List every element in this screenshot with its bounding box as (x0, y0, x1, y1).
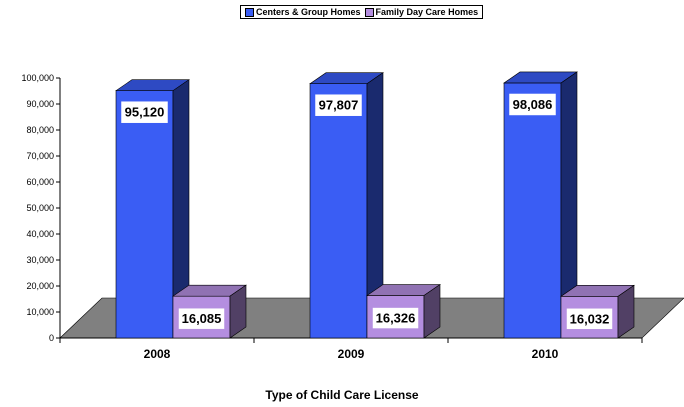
y-tick-label: 100,000 (21, 73, 54, 83)
svg-text:16,326: 16,326 (376, 311, 416, 326)
x-tick-label: 2008 (144, 347, 171, 361)
data-label-centers-2008: 95,120 (121, 101, 168, 123)
svg-text:98,086: 98,086 (513, 97, 553, 112)
legend-item-centers: Centers & Group Homes (245, 7, 361, 17)
bar-centers-2008 (115, 79, 190, 339)
y-axis: 0 10,000 20,000 30,000 40,000 50,000 60,000 70,… (21, 73, 60, 343)
y-tick-label: 90,000 (26, 99, 54, 109)
data-label-centers-2009: 97,807 (315, 94, 362, 116)
data-label-family-2009: 16,326 (372, 307, 419, 329)
bars (115, 71, 635, 339)
y-tick-label: 20,000 (26, 281, 54, 291)
y-tick-label: 80,000 (26, 125, 54, 135)
x-axis-title: Type of Child Care License (265, 388, 419, 402)
svg-text:95,120: 95,120 (125, 105, 165, 120)
legend: Centers & Group Homes Family Day Care Ho… (240, 5, 484, 19)
x-tick-label: 2009 (338, 347, 365, 361)
legend-item-family: Family Day Care Homes (364, 7, 479, 17)
y-tick-label: 30,000 (26, 255, 54, 265)
svg-text:16,085: 16,085 (182, 311, 222, 326)
data-label-family-2010: 16,032 (566, 308, 613, 330)
y-tick-label: 10,000 (26, 307, 54, 317)
x-axis: 2008 2009 2010 (59, 338, 643, 361)
y-tick-label: 40,000 (26, 229, 54, 239)
bar-centers-2009 (309, 72, 384, 339)
y-tick-label: 0 (49, 333, 54, 343)
x-tick-label: 2010 (532, 347, 559, 361)
data-label-family-2008: 16,085 (178, 307, 225, 330)
legend-swatch-family (364, 7, 374, 17)
y-tick-label: 70,000 (26, 151, 54, 161)
bar-centers-2010 (503, 71, 578, 339)
y-tick-label: 50,000 (26, 203, 54, 213)
bar-family-2009 (366, 283, 441, 339)
y-tick-label: 60,000 (26, 177, 54, 187)
data-labels: 95,120 16,085 97,807 16,326 98,086 16,032 (121, 93, 613, 330)
svg-text:16,032: 16,032 (570, 311, 610, 326)
legend-swatch-centers (245, 7, 254, 17)
legend-label-centers: Centers & Group Homes (256, 7, 361, 17)
data-label-centers-2010: 98,086 (509, 93, 556, 116)
legend-label-family: Family Day Care Homes (375, 7, 479, 17)
svg-text:97,807: 97,807 (319, 98, 359, 113)
